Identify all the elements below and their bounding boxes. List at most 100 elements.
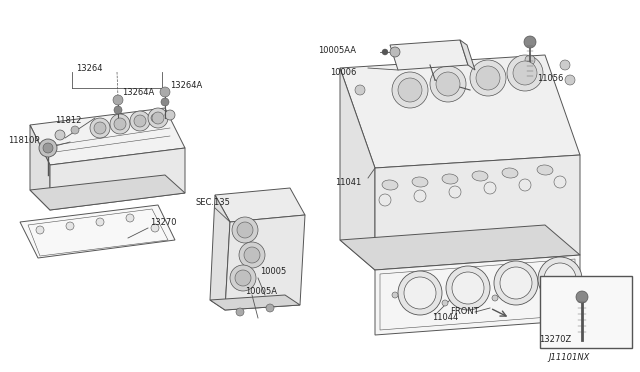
Circle shape — [148, 108, 168, 128]
Ellipse shape — [412, 177, 428, 187]
Polygon shape — [340, 68, 375, 270]
Polygon shape — [210, 295, 300, 310]
Circle shape — [524, 36, 536, 48]
Text: 10006: 10006 — [330, 67, 356, 77]
Circle shape — [151, 114, 159, 122]
Circle shape — [90, 118, 110, 138]
Ellipse shape — [472, 171, 488, 181]
Ellipse shape — [502, 168, 518, 178]
Circle shape — [430, 66, 466, 102]
Polygon shape — [215, 188, 305, 222]
Circle shape — [392, 72, 428, 108]
Circle shape — [544, 263, 576, 295]
Text: 11810P: 11810P — [8, 135, 40, 144]
Circle shape — [113, 95, 123, 105]
Text: 11041: 11041 — [335, 177, 361, 186]
Text: 13264A: 13264A — [170, 80, 202, 90]
Circle shape — [513, 61, 537, 85]
Polygon shape — [340, 225, 580, 270]
Circle shape — [398, 78, 422, 102]
Circle shape — [235, 270, 251, 286]
Circle shape — [244, 247, 260, 263]
Circle shape — [572, 282, 578, 288]
Polygon shape — [30, 108, 185, 165]
Text: 13264: 13264 — [76, 64, 102, 73]
Ellipse shape — [442, 174, 458, 184]
Circle shape — [165, 110, 175, 120]
Circle shape — [230, 265, 256, 291]
Bar — [540, 276, 632, 348]
Circle shape — [494, 261, 538, 305]
Text: 11044: 11044 — [432, 314, 458, 323]
Polygon shape — [50, 148, 185, 210]
Circle shape — [382, 49, 388, 55]
Circle shape — [404, 277, 436, 309]
Polygon shape — [340, 55, 580, 168]
Circle shape — [266, 304, 274, 312]
Circle shape — [232, 217, 258, 243]
Circle shape — [43, 143, 53, 153]
Circle shape — [538, 257, 582, 301]
Circle shape — [55, 130, 65, 140]
Circle shape — [392, 292, 398, 298]
Polygon shape — [30, 125, 50, 210]
Text: J11101NX: J11101NX — [548, 353, 589, 362]
Circle shape — [160, 87, 170, 97]
Circle shape — [576, 291, 588, 303]
Circle shape — [470, 60, 506, 96]
Text: 11812: 11812 — [55, 115, 81, 125]
Circle shape — [476, 66, 500, 90]
Text: 10005A: 10005A — [245, 288, 277, 296]
Text: FRONT: FRONT — [450, 308, 479, 317]
Circle shape — [152, 112, 164, 124]
Circle shape — [161, 98, 169, 106]
Circle shape — [96, 218, 104, 226]
Circle shape — [130, 111, 150, 131]
Text: 13270: 13270 — [150, 218, 177, 227]
Polygon shape — [30, 175, 185, 210]
Text: 11056: 11056 — [537, 74, 563, 83]
Circle shape — [239, 242, 265, 268]
Polygon shape — [225, 215, 305, 310]
Polygon shape — [20, 205, 175, 258]
Text: 10005AA: 10005AA — [318, 45, 356, 55]
Circle shape — [134, 115, 146, 127]
Circle shape — [560, 60, 570, 70]
Circle shape — [355, 85, 365, 95]
Circle shape — [110, 114, 130, 134]
Circle shape — [442, 300, 448, 306]
Ellipse shape — [537, 165, 553, 175]
Circle shape — [126, 214, 134, 222]
Circle shape — [36, 226, 44, 234]
Text: 10005: 10005 — [260, 267, 286, 276]
Circle shape — [507, 55, 543, 91]
Circle shape — [114, 118, 126, 130]
Circle shape — [398, 271, 442, 315]
Circle shape — [94, 122, 106, 134]
Circle shape — [436, 72, 460, 96]
Circle shape — [452, 272, 484, 304]
Circle shape — [237, 222, 253, 238]
Circle shape — [236, 308, 244, 316]
Circle shape — [114, 106, 122, 114]
Circle shape — [542, 290, 548, 296]
Circle shape — [390, 47, 400, 57]
Circle shape — [565, 75, 575, 85]
Polygon shape — [210, 195, 230, 310]
Polygon shape — [390, 40, 468, 70]
Circle shape — [66, 222, 74, 230]
Circle shape — [500, 267, 532, 299]
Text: SEC.135: SEC.135 — [195, 198, 230, 206]
Circle shape — [525, 55, 535, 65]
Text: 13270Z: 13270Z — [539, 336, 571, 344]
Polygon shape — [375, 155, 580, 270]
Circle shape — [446, 266, 490, 310]
Circle shape — [39, 139, 57, 157]
Circle shape — [492, 295, 498, 301]
Polygon shape — [375, 255, 580, 335]
Text: 13264A: 13264A — [122, 87, 154, 96]
Circle shape — [151, 224, 159, 232]
Circle shape — [71, 126, 79, 134]
Ellipse shape — [382, 180, 398, 190]
Polygon shape — [460, 40, 475, 70]
